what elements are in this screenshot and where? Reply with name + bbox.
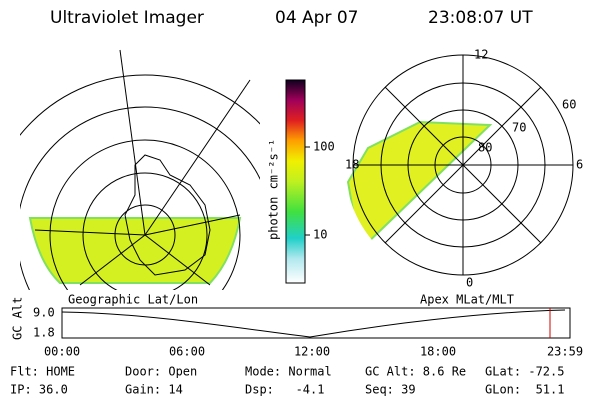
- mlat-label: 60: [562, 98, 576, 112]
- x-tick-label: 06:00: [169, 345, 205, 359]
- mlt-label: 18: [345, 158, 359, 172]
- colorbar: [285, 79, 306, 284]
- map-label: Geographic Lat/Lon: [68, 293, 198, 307]
- status-field: Mode: Normal: [245, 365, 332, 379]
- status: Flt: HOME Door: Open Mode: Normal GC Alt: 8…: [10, 365, 564, 397]
- title: Ultraviolet Imager: [50, 8, 204, 28]
- status-field: IP: 36.0: [10, 383, 68, 397]
- mlt-label: 12: [474, 48, 488, 62]
- mlt-label: 0: [466, 276, 473, 290]
- status-field: Flt: HOME: [10, 365, 75, 379]
- mlt-label: 6: [576, 158, 583, 172]
- colorbar-tick: 10: [313, 228, 327, 242]
- mlat-label: 80: [478, 141, 492, 155]
- status-field: GLon: 51.1: [485, 383, 564, 397]
- altitude-panel: [61, 307, 571, 339]
- colorbar-label: photon cm⁻²s⁻¹: [267, 139, 281, 240]
- colorbar-tick: 100: [313, 140, 335, 154]
- x-tick-label: 23:59: [547, 345, 583, 359]
- status-field: Gain: 14: [125, 383, 183, 397]
- x-tick-label: 18:00: [420, 345, 456, 359]
- mlat-label: 70: [512, 121, 526, 135]
- status-field: GC Alt: 8.6 Re: [365, 365, 466, 379]
- altitude-curve: [61, 309, 566, 338]
- polar-plot: [346, 54, 574, 276]
- status-field: GLat: -72.5: [485, 365, 564, 379]
- status-field: Dsp: -4.1: [245, 383, 324, 397]
- date: 04 Apr 07: [275, 8, 358, 28]
- time: 23:08:07 UT: [428, 8, 533, 28]
- status-field: Door: Open: [125, 365, 197, 379]
- altitude-ylabel: GC Alt: [11, 297, 25, 340]
- geographic-map: [20, 49, 260, 290]
- y-tick-label: 9.0: [33, 306, 55, 320]
- x-tick-label: 00:00: [44, 345, 80, 359]
- y-tick-label: 1.8: [33, 326, 55, 340]
- x-tick-label: 12:00: [294, 345, 330, 359]
- status-field: Seq: 39: [365, 383, 416, 397]
- polar-label: Apex MLat/MLT: [420, 293, 514, 307]
